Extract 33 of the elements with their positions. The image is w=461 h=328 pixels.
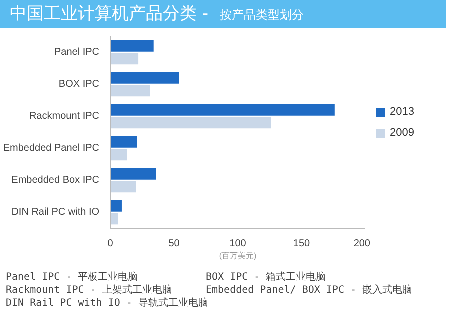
bar (110, 104, 335, 116)
x-axis-title: (百万美元) (219, 252, 257, 260)
y-tick-label: DIN Rail PC with IO (12, 207, 100, 218)
text: Panel IPC - 平板工业电脑 (6, 271, 140, 284)
y-tick-label: Embedded Panel IPC (3, 143, 100, 154)
y-tick-label: Panel IPC (54, 47, 100, 58)
x-tick-label: 150 (293, 238, 311, 250)
bar (110, 149, 128, 161)
legend-label: 2009 (390, 126, 414, 141)
x-tick-label: 100 (230, 238, 247, 250)
y-tick-label: Embedded Box IPC (12, 175, 100, 186)
text: BOX IPC - 箱式工业电脑 (206, 271, 328, 284)
x-tick-label: 0 (108, 238, 114, 250)
text: Rackmount IPC - 上架式工业电脑 (6, 284, 174, 297)
bar (110, 181, 136, 193)
bar (110, 213, 118, 225)
bar (110, 200, 122, 212)
bar (110, 40, 154, 52)
x-tick-label: 200 (354, 238, 371, 250)
chart-subtitle: 按产品类型划分 (220, 8, 304, 22)
bar (110, 53, 139, 65)
bar (110, 117, 272, 129)
y-tick-label: Rackmount IPC (29, 111, 100, 122)
bar (110, 72, 180, 84)
y-tick-label: BOX IPC (58, 79, 100, 90)
text: Embedded Panel/ BOX IPC - 嵌入式电脑 (206, 284, 414, 297)
legend-label: 2013 (390, 105, 414, 120)
bar (110, 168, 156, 180)
bar (110, 136, 138, 148)
bar (110, 85, 150, 97)
text: DIN Rail PC with IO - 导轨式工业电脑 (6, 297, 208, 310)
chart-title: 中国工业计算机产品分类 - (10, 4, 209, 24)
x-tick-label: 50 (168, 238, 180, 250)
